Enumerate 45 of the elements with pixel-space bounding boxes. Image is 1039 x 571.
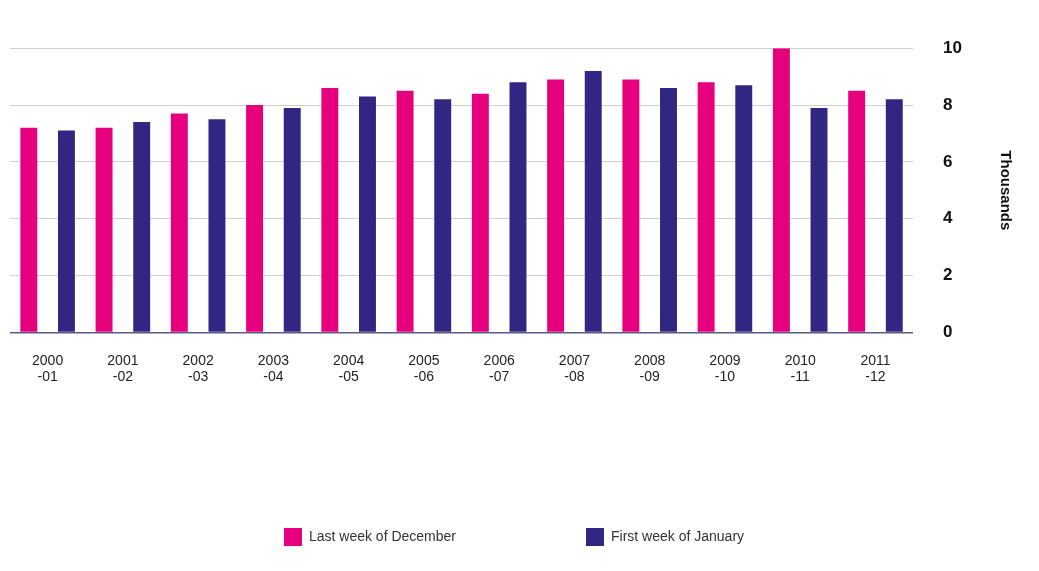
- bar: [208, 119, 226, 332]
- bar: [283, 107, 301, 332]
- y-tick-label: 8: [943, 94, 953, 114]
- legend-label: First week of January: [611, 527, 745, 544]
- bar: [697, 82, 715, 332]
- x-tick-label: 2011-12: [860, 351, 891, 385]
- bar: [584, 70, 602, 332]
- bar: [396, 90, 414, 332]
- bar: [735, 85, 753, 332]
- bar: [57, 130, 75, 332]
- x-tick-label: 2001-02: [107, 351, 139, 385]
- x-tick-label: 2006-07: [483, 351, 515, 385]
- x-tick-label: 2010-11: [784, 351, 816, 385]
- bar: [359, 96, 376, 332]
- y-tick-label: 0: [943, 322, 953, 342]
- y-tick-label: 4: [943, 208, 954, 228]
- bar: [170, 113, 188, 332]
- bar: [660, 87, 677, 332]
- y-tick-label: 6: [943, 151, 953, 171]
- bar: [246, 105, 264, 332]
- bar: [772, 48, 790, 332]
- y-tick-label: 2: [943, 265, 953, 285]
- bar: [547, 79, 565, 332]
- x-tick-label: 2005-06: [408, 351, 440, 385]
- bar: [321, 87, 339, 332]
- x-tick-label: 2007-08: [558, 351, 591, 385]
- bar: [509, 82, 527, 332]
- x-tick-label: 2008-09: [634, 351, 666, 385]
- y-axis-title: Thousands: [997, 150, 1015, 231]
- y-tick-label: 10: [943, 37, 963, 57]
- bar: [885, 99, 903, 332]
- bar: [95, 127, 113, 332]
- x-tick-label: 2003-04: [257, 351, 290, 385]
- bar: [848, 90, 866, 332]
- bar: [622, 79, 640, 332]
- bar: [434, 99, 452, 332]
- bar: [471, 93, 489, 332]
- x-tick-label: 2004-05: [333, 351, 365, 385]
- x-tick-label: 2002-03: [182, 351, 214, 385]
- x-tick-label: 2000-01: [32, 351, 64, 385]
- legend-label: Last week of December: [308, 527, 457, 544]
- x-tick-label: 2009-10: [709, 351, 741, 385]
- bar: [133, 122, 151, 332]
- bar: [20, 127, 38, 332]
- bar: [810, 107, 828, 332]
